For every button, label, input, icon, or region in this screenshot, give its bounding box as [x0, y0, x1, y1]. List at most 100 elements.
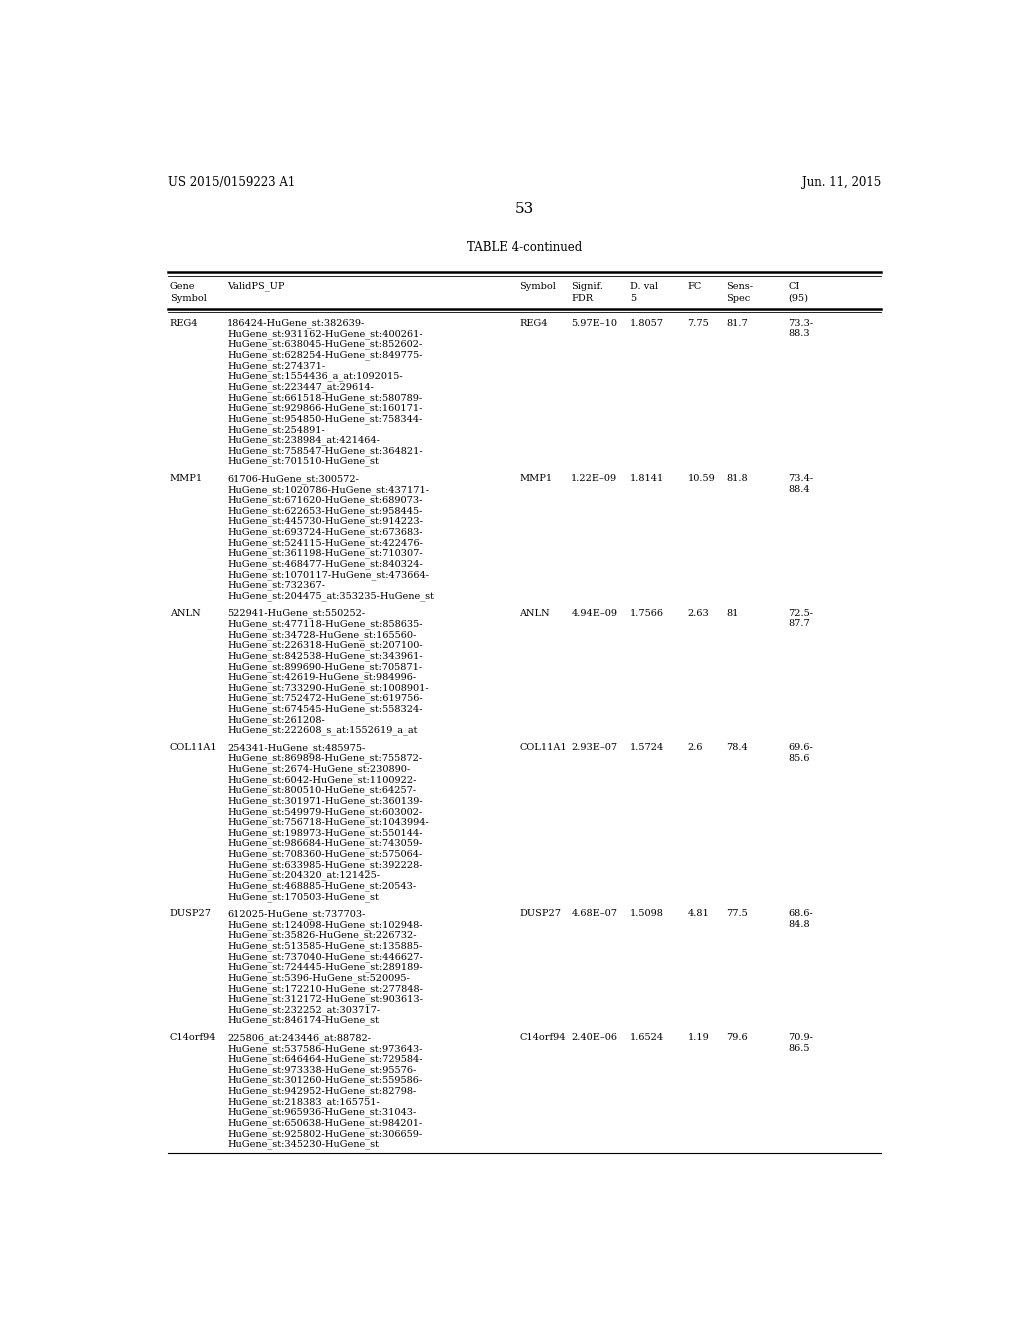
Text: 5.97E–10: 5.97E–10 — [571, 318, 617, 327]
Text: 88.4: 88.4 — [788, 484, 810, 494]
Text: 7.75: 7.75 — [687, 318, 710, 327]
Text: HuGene_st:674545-HuGene_st:558324-: HuGene_st:674545-HuGene_st:558324- — [227, 705, 423, 714]
Text: COL11A1: COL11A1 — [519, 743, 567, 752]
Text: HuGene_st:701510-HuGene_st: HuGene_st:701510-HuGene_st — [227, 457, 379, 466]
Text: 1.22E–09: 1.22E–09 — [571, 474, 617, 483]
Text: HuGene_st:198973-HuGene_st:550144-: HuGene_st:198973-HuGene_st:550144- — [227, 828, 423, 838]
Text: HuGene_st:732367-: HuGene_st:732367- — [227, 581, 326, 590]
Text: HuGene_st:170503-HuGene_st: HuGene_st:170503-HuGene_st — [227, 892, 379, 902]
Text: HuGene_st:35826-HuGene_st:226732-: HuGene_st:35826-HuGene_st:226732- — [227, 931, 417, 940]
Text: HuGene_st:238984_at:421464-: HuGene_st:238984_at:421464- — [227, 436, 380, 445]
Text: HuGene_st:954850-HuGene_st:758344-: HuGene_st:954850-HuGene_st:758344- — [227, 414, 423, 424]
Text: HuGene_st:671620-HuGene_st:689073-: HuGene_st:671620-HuGene_st:689073- — [227, 495, 423, 506]
Text: HuGene_st:477118-HuGene_st:858635-: HuGene_st:477118-HuGene_st:858635- — [227, 619, 423, 630]
Text: HuGene_st:800510-HuGene_st:64257-: HuGene_st:800510-HuGene_st:64257- — [227, 785, 417, 796]
Text: 1.6524: 1.6524 — [630, 1034, 665, 1043]
Text: HuGene_st:226318-HuGene_st:207100-: HuGene_st:226318-HuGene_st:207100- — [227, 640, 423, 651]
Text: ANLN: ANLN — [170, 609, 201, 618]
Text: HuGene_st:942952-HuGene_st:82798-: HuGene_st:942952-HuGene_st:82798- — [227, 1086, 417, 1096]
Text: D. val: D. val — [630, 281, 658, 290]
Text: US 2015/0159223 A1: US 2015/0159223 A1 — [168, 176, 296, 189]
Text: 2.93E–07: 2.93E–07 — [571, 743, 617, 752]
Text: HuGene_st:1020786-HuGene_st:437171-: HuGene_st:1020786-HuGene_st:437171- — [227, 484, 429, 495]
Text: HuGene_st:1070117-HuGene_st:473664-: HuGene_st:1070117-HuGene_st:473664- — [227, 570, 429, 579]
Text: MMP1: MMP1 — [170, 474, 203, 483]
Text: 84.8: 84.8 — [788, 920, 810, 929]
Text: HuGene_st:661518-HuGene_st:580789-: HuGene_st:661518-HuGene_st:580789- — [227, 393, 422, 403]
Text: 2.40E–06: 2.40E–06 — [571, 1034, 617, 1043]
Text: HuGene_st:756718-HuGene_st:1043994-: HuGene_st:756718-HuGene_st:1043994- — [227, 817, 429, 828]
Text: C14orf94: C14orf94 — [519, 1034, 566, 1043]
Text: HuGene_st:758547-HuGene_st:364821-: HuGene_st:758547-HuGene_st:364821- — [227, 446, 423, 455]
Text: 81.7: 81.7 — [726, 318, 749, 327]
Text: 86.5: 86.5 — [788, 1044, 810, 1053]
Text: HuGene_st:869898-HuGene_st:755872-: HuGene_st:869898-HuGene_st:755872- — [227, 754, 422, 763]
Text: Sens-: Sens- — [726, 281, 754, 290]
Text: HuGene_st:5396-HuGene_st:520095-: HuGene_st:5396-HuGene_st:520095- — [227, 973, 410, 983]
Text: 53: 53 — [515, 202, 535, 216]
Text: 4.94E–09: 4.94E–09 — [571, 609, 617, 618]
Text: DUSP27: DUSP27 — [519, 909, 561, 919]
Text: 85.6: 85.6 — [788, 754, 810, 763]
Text: HuGene_st:274371-: HuGene_st:274371- — [227, 362, 326, 371]
Text: TABLE 4-continued: TABLE 4-continued — [467, 240, 583, 253]
Text: HuGene_st:537586-HuGene_st:973643-: HuGene_st:537586-HuGene_st:973643- — [227, 1044, 423, 1053]
Text: 10.59: 10.59 — [687, 474, 716, 483]
Text: CI: CI — [788, 281, 800, 290]
Text: 4.81: 4.81 — [687, 909, 710, 919]
Text: HuGene_st:34728-HuGene_st:165560-: HuGene_st:34728-HuGene_st:165560- — [227, 630, 417, 640]
Text: HuGene_st:513585-HuGene_st:135885-: HuGene_st:513585-HuGene_st:135885- — [227, 941, 423, 950]
Text: 1.8057: 1.8057 — [630, 318, 665, 327]
Text: 612025-HuGene_st:737703-: 612025-HuGene_st:737703- — [227, 909, 366, 919]
Text: HuGene_st:628254-HuGene_st:849775-: HuGene_st:628254-HuGene_st:849775- — [227, 350, 423, 360]
Text: 1.19: 1.19 — [687, 1034, 710, 1043]
Text: 70.9-: 70.9- — [788, 1034, 813, 1043]
Text: HuGene_st:261208-: HuGene_st:261208- — [227, 715, 325, 725]
Text: HuGene_st:468477-HuGene_st:840324-: HuGene_st:468477-HuGene_st:840324- — [227, 560, 423, 569]
Text: 2.63: 2.63 — [687, 609, 710, 618]
Text: HuGene_st:254891-: HuGene_st:254891- — [227, 425, 325, 434]
Text: HuGene_st:931162-HuGene_st:400261-: HuGene_st:931162-HuGene_st:400261- — [227, 329, 423, 339]
Text: (95): (95) — [788, 293, 808, 302]
Text: HuGene_st:124098-HuGene_st:102948-: HuGene_st:124098-HuGene_st:102948- — [227, 920, 423, 929]
Text: Signif.: Signif. — [571, 281, 603, 290]
Text: Spec: Spec — [726, 293, 751, 302]
Text: HuGene_st:929866-HuGene_st:160171-: HuGene_st:929866-HuGene_st:160171- — [227, 404, 423, 413]
Text: 1.7566: 1.7566 — [630, 609, 665, 618]
Text: HuGene_st:752472-HuGene_st:619756-: HuGene_st:752472-HuGene_st:619756- — [227, 694, 423, 704]
Text: MMP1: MMP1 — [519, 474, 553, 483]
Text: HuGene_st:733290-HuGene_st:1008901-: HuGene_st:733290-HuGene_st:1008901- — [227, 682, 429, 693]
Text: HuGene_st:2674-HuGene_st:230890-: HuGene_st:2674-HuGene_st:230890- — [227, 764, 411, 774]
Text: Symbol: Symbol — [519, 281, 556, 290]
Text: Gene: Gene — [170, 281, 196, 290]
Text: 186424-HuGene_st:382639-: 186424-HuGene_st:382639- — [227, 318, 366, 329]
Text: ValidPS_UP: ValidPS_UP — [227, 281, 285, 292]
Text: 61706-HuGene_st:300572-: 61706-HuGene_st:300572- — [227, 474, 359, 484]
Text: HuGene_st:737040-HuGene_st:446627-: HuGene_st:737040-HuGene_st:446627- — [227, 952, 423, 962]
Text: HuGene_st:361198-HuGene_st:710307-: HuGene_st:361198-HuGene_st:710307- — [227, 549, 423, 558]
Text: HuGene_st:633985-HuGene_st:392228-: HuGene_st:633985-HuGene_st:392228- — [227, 861, 423, 870]
Text: HuGene_st:218383_at:165751-: HuGene_st:218383_at:165751- — [227, 1097, 380, 1106]
Text: 77.5: 77.5 — [726, 909, 749, 919]
Text: HuGene_st:204320_at:121425-: HuGene_st:204320_at:121425- — [227, 871, 380, 880]
Text: 72.5-: 72.5- — [788, 609, 813, 618]
Text: FDR: FDR — [571, 293, 594, 302]
Text: DUSP27: DUSP27 — [170, 909, 212, 919]
Text: Jun. 11, 2015: Jun. 11, 2015 — [802, 176, 882, 189]
Text: HuGene_st:708360-HuGene_st:575064-: HuGene_st:708360-HuGene_st:575064- — [227, 849, 423, 859]
Text: HuGene_st:973338-HuGene_st:95576-: HuGene_st:973338-HuGene_st:95576- — [227, 1065, 417, 1074]
Text: 87.7: 87.7 — [788, 619, 810, 628]
Text: HuGene_st:925802-HuGene_st:306659-: HuGene_st:925802-HuGene_st:306659- — [227, 1129, 422, 1139]
Text: 88.3: 88.3 — [788, 329, 810, 338]
Text: 254341-HuGene_st:485975-: 254341-HuGene_st:485975- — [227, 743, 366, 752]
Text: 79.6: 79.6 — [726, 1034, 748, 1043]
Text: HuGene_st:549979-HuGene_st:603002-: HuGene_st:549979-HuGene_st:603002- — [227, 807, 423, 817]
Text: 73.4-: 73.4- — [788, 474, 813, 483]
Text: HuGene_st:842538-HuGene_st:343961-: HuGene_st:842538-HuGene_st:343961- — [227, 651, 423, 661]
Text: HuGene_st:345230-HuGene_st: HuGene_st:345230-HuGene_st — [227, 1139, 379, 1150]
Text: C14orf94: C14orf94 — [170, 1034, 216, 1043]
Text: 68.6-: 68.6- — [788, 909, 813, 919]
Text: Symbol: Symbol — [170, 293, 207, 302]
Text: FC: FC — [687, 281, 701, 290]
Text: HuGene_st:965936-HuGene_st:31043-: HuGene_st:965936-HuGene_st:31043- — [227, 1107, 417, 1117]
